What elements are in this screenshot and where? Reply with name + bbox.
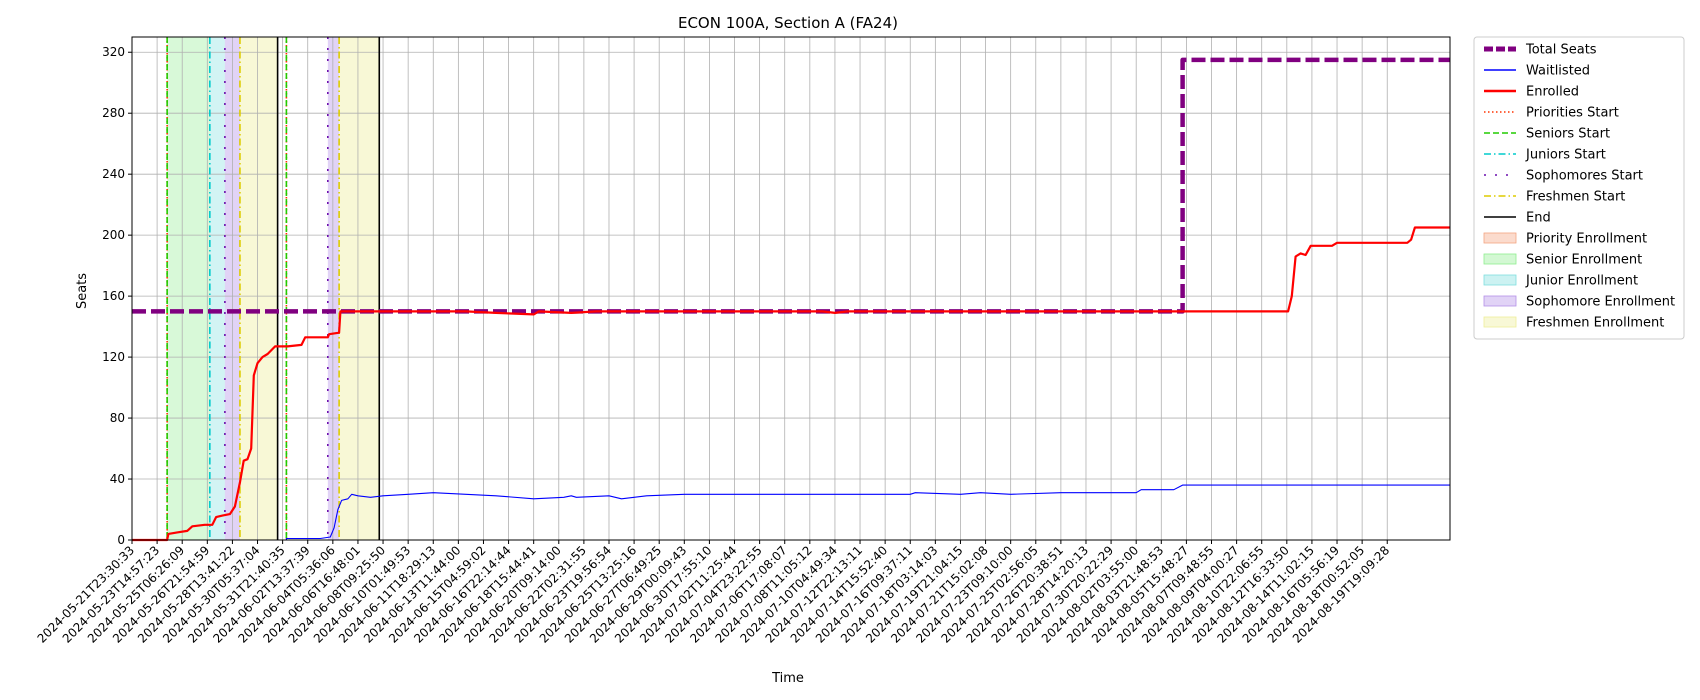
phase-vertical-lines bbox=[166, 37, 381, 540]
y-tick-label-240: 240 bbox=[102, 167, 125, 181]
legend-label: End bbox=[1526, 211, 1551, 226]
chart-title: ECON 100A, Section A (FA24) bbox=[678, 14, 898, 32]
series-enrolled bbox=[132, 226, 1450, 542]
legend-item-juniors-start: Juniors Start bbox=[1484, 148, 1606, 163]
legend-label: Sophomore Enrollment bbox=[1526, 295, 1675, 310]
legend-frame bbox=[1473, 36, 1685, 340]
legend-label: Seniors Start bbox=[1526, 127, 1610, 142]
legend-swatch bbox=[1483, 232, 1517, 244]
legend-label: Junior Enrollment bbox=[1525, 274, 1638, 289]
legend-item-freshmen-start: Freshmen Start bbox=[1484, 190, 1625, 205]
span-sophomore-enrollment-1 bbox=[327, 37, 340, 540]
y-tick-label-280: 280 bbox=[102, 106, 125, 120]
legend-item-junior-enrollment: Junior Enrollment bbox=[1483, 274, 1638, 289]
y-axis: 0 40 80 120 160 200 240 280 320 bbox=[102, 45, 132, 547]
span-freshmen-enrollment-1 bbox=[339, 37, 380, 540]
series-waitlisted bbox=[132, 484, 1450, 541]
legend: Total Seats Waitlisted Enrolled Priorities … bbox=[1473, 36, 1685, 340]
x-axis-label: Time bbox=[771, 671, 804, 686]
y-tick-label-200: 200 bbox=[102, 228, 125, 242]
legend-item-sophomore-enrollment: Sophomore Enrollment bbox=[1483, 295, 1675, 310]
y-tick-label-120: 120 bbox=[102, 350, 125, 364]
y-tick-label-320: 320 bbox=[102, 45, 125, 59]
legend-label: Sophomores Start bbox=[1526, 169, 1643, 184]
span-freshmen-enrollment-0 bbox=[239, 37, 278, 540]
y-tick-label-0: 0 bbox=[117, 533, 125, 547]
enrollment-spans bbox=[167, 37, 380, 540]
span-junior-enrollment-0 bbox=[209, 37, 225, 540]
legend-label: Juniors Start bbox=[1525, 148, 1606, 163]
series-lines bbox=[132, 57, 1450, 542]
legend-swatch bbox=[1483, 316, 1517, 328]
legend-label: Freshmen Start bbox=[1526, 190, 1625, 205]
y-tick-label-160: 160 bbox=[102, 289, 125, 303]
legend-swatch bbox=[1483, 274, 1517, 286]
plot-frame bbox=[131, 36, 1451, 541]
legend-label: Priority Enrollment bbox=[1526, 232, 1647, 247]
legend-item-freshmen-enrollment: Freshmen Enrollment bbox=[1483, 316, 1664, 331]
legend-item-end: End bbox=[1484, 211, 1551, 226]
legend-swatch bbox=[1483, 253, 1517, 265]
legend-item-enrolled: Enrolled bbox=[1484, 85, 1579, 100]
legend-label: Priorities Start bbox=[1526, 106, 1619, 121]
legend-label: Freshmen Enrollment bbox=[1526, 316, 1664, 331]
legend-item-total-seats: Total Seats bbox=[1484, 43, 1597, 58]
legend-item-priorities-start: Priorities Start bbox=[1484, 106, 1619, 121]
y-tick-label-80: 80 bbox=[110, 411, 125, 425]
legend-item-priority-enrollment: Priority Enrollment bbox=[1483, 232, 1647, 247]
legend-item-sophomores-start: Sophomores Start bbox=[1484, 169, 1643, 184]
legend-item-seniors-start: Seniors Start bbox=[1484, 127, 1610, 142]
legend-label: Senior Enrollment bbox=[1526, 253, 1642, 268]
y-tick-label-40: 40 bbox=[110, 472, 125, 486]
span-senior-enrollment-0 bbox=[167, 37, 210, 540]
x-axis: 2024-05-21T23:30:332024-05-23T14:57:2320… bbox=[35, 540, 1392, 646]
legend-label: Enrolled bbox=[1526, 85, 1579, 100]
legend-label: Total Seats bbox=[1525, 43, 1597, 58]
legend-label: Waitlisted bbox=[1526, 64, 1590, 79]
legend-item-waitlisted: Waitlisted bbox=[1484, 64, 1590, 79]
y-axis-label: Seats bbox=[75, 273, 90, 309]
legend-item-senior-enrollment: Senior Enrollment bbox=[1483, 253, 1642, 268]
legend-swatch bbox=[1483, 295, 1517, 307]
